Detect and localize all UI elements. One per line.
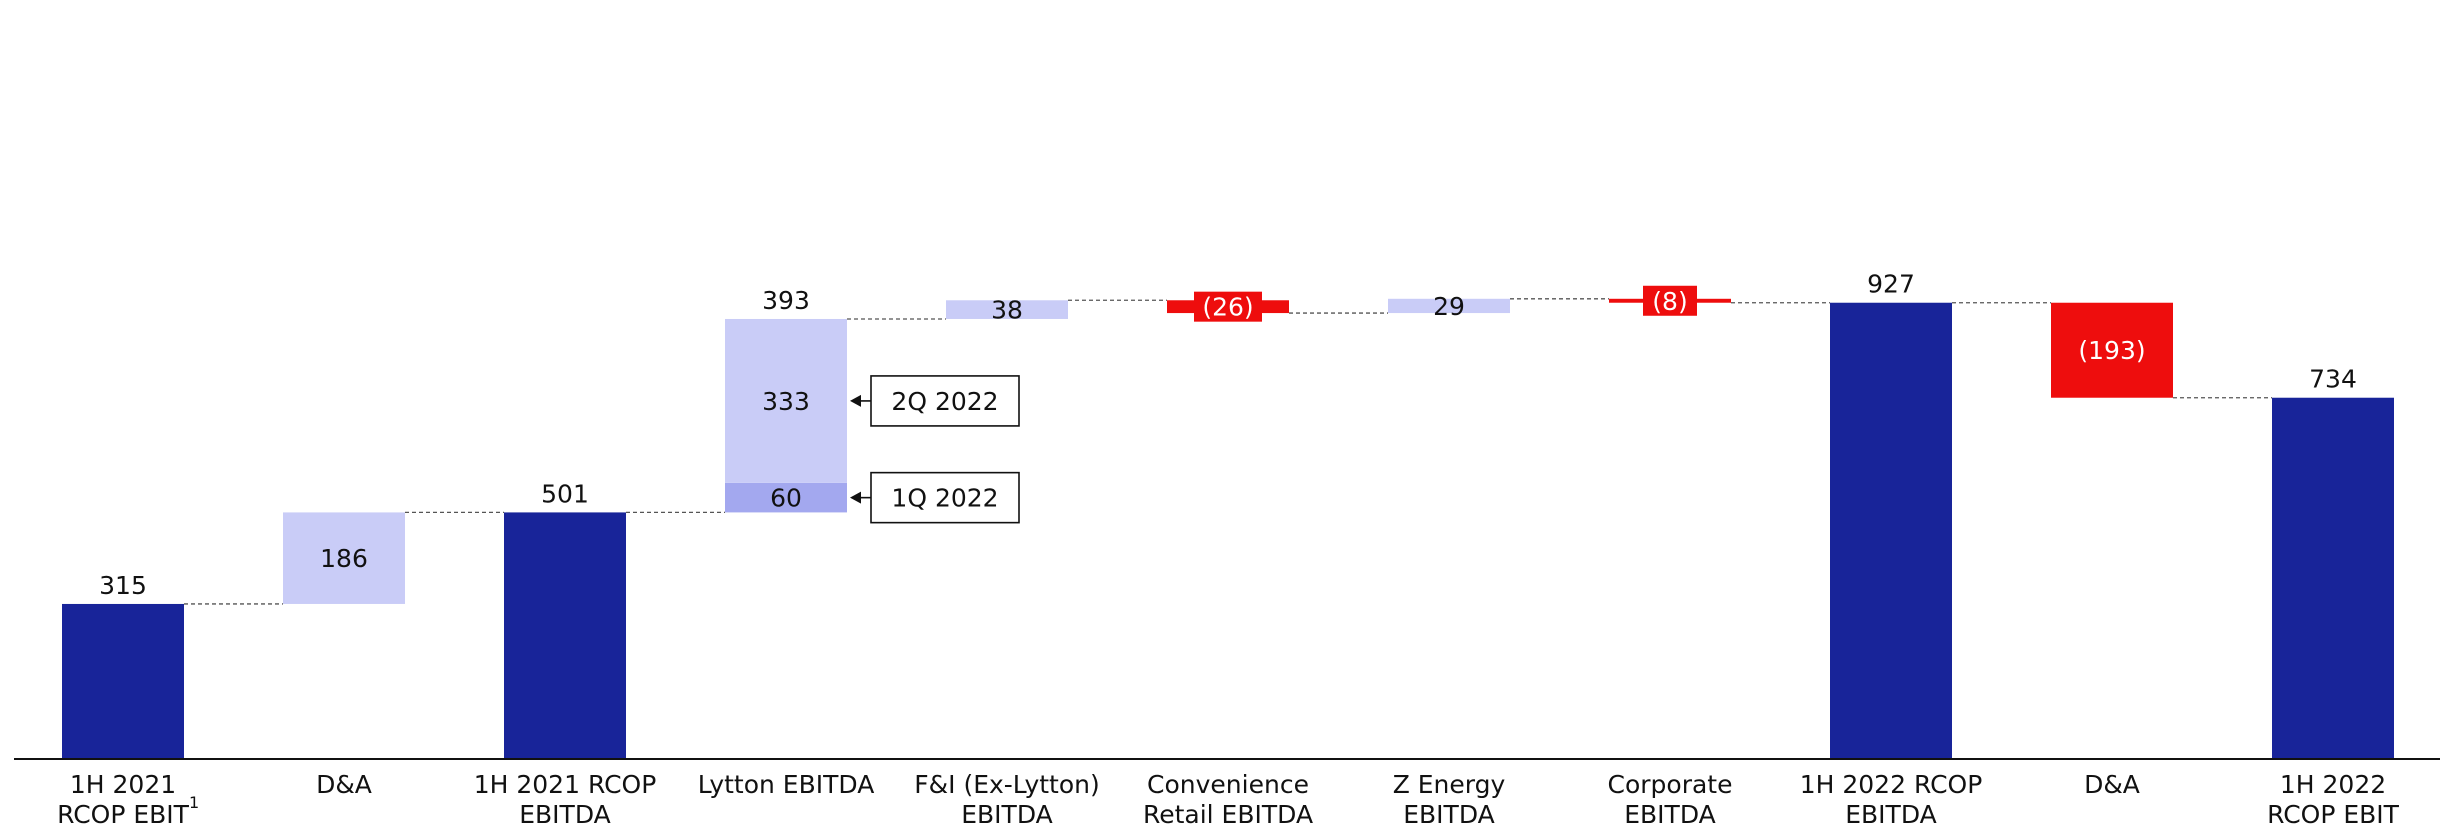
connector-lines xyxy=(184,298,2272,605)
category-label: 1H 2022 RCOP EBITDA xyxy=(1800,770,1983,829)
annotation-box xyxy=(870,471,1020,524)
bar-segment xyxy=(725,318,847,483)
bar-value-label: (8) xyxy=(1652,287,1687,316)
bar-value-label: (193) xyxy=(2078,336,2145,365)
category-labels: 1H 2021 RCOP EBIT 1 D&A 1H 2021 RCOP EBITDA Ly… xyxy=(57,770,2400,829)
bar-value-label: (26) xyxy=(1202,293,1253,322)
bar-value-label: 501 xyxy=(541,479,589,508)
category-label: 1H 2022 RCOP EBIT xyxy=(2267,770,2400,829)
category-label: 1H 2021 RCOP EBITDA xyxy=(474,770,657,829)
bar-segment xyxy=(725,482,847,513)
annotation-label: 2Q 2022 xyxy=(891,387,998,416)
bar-label-tag xyxy=(1194,291,1262,322)
segment-value-label: 60 xyxy=(770,484,802,513)
bar-value-label: 393 xyxy=(762,286,810,315)
category-label: D&A xyxy=(316,770,372,799)
annotation-arrowhead xyxy=(850,394,861,407)
bars xyxy=(62,285,2394,759)
bar-value-label: 315 xyxy=(99,571,147,600)
bar-value-label: 186 xyxy=(320,544,368,573)
annotation-label: 1Q 2022 xyxy=(891,484,998,513)
bar-value-label: 927 xyxy=(1867,270,1915,299)
bar-value-label: 734 xyxy=(2309,365,2357,394)
bar xyxy=(62,603,184,759)
bar xyxy=(1830,302,1952,759)
category-label: Z Energy EBITDA xyxy=(1393,770,1506,829)
category-label: F&I (Ex-Lytton) EBITDA xyxy=(914,770,1100,829)
bar-label-tag xyxy=(1643,285,1697,316)
bar xyxy=(504,512,626,759)
category-label: D&A xyxy=(2084,770,2140,799)
bar xyxy=(2051,302,2173,398)
bar-value-label: 38 xyxy=(991,296,1023,325)
category-label: 1H 2021 RCOP EBIT xyxy=(57,770,190,829)
bar-value-label: 29 xyxy=(1433,292,1465,321)
category-label: Corporate EBITDA xyxy=(1608,770,1733,829)
bar xyxy=(946,300,1068,319)
segment-value-label: 333 xyxy=(762,387,810,416)
bar xyxy=(283,512,405,604)
annotation-arrowhead xyxy=(850,491,861,504)
value-labels: 315 186 501 60 333 393 38 (26) 29 (8) 927 (193) 734 xyxy=(99,270,2357,600)
bar xyxy=(2272,397,2394,759)
footnote-marker: 1 xyxy=(189,793,199,812)
segment-annotations: 1Q 2022 2Q 2022 xyxy=(850,375,1020,524)
annotation-box xyxy=(870,375,1020,427)
category-label: Convenience Retail EBITDA xyxy=(1143,770,1313,829)
bar xyxy=(1388,298,1510,314)
category-label: Lytton EBITDA xyxy=(698,770,875,799)
